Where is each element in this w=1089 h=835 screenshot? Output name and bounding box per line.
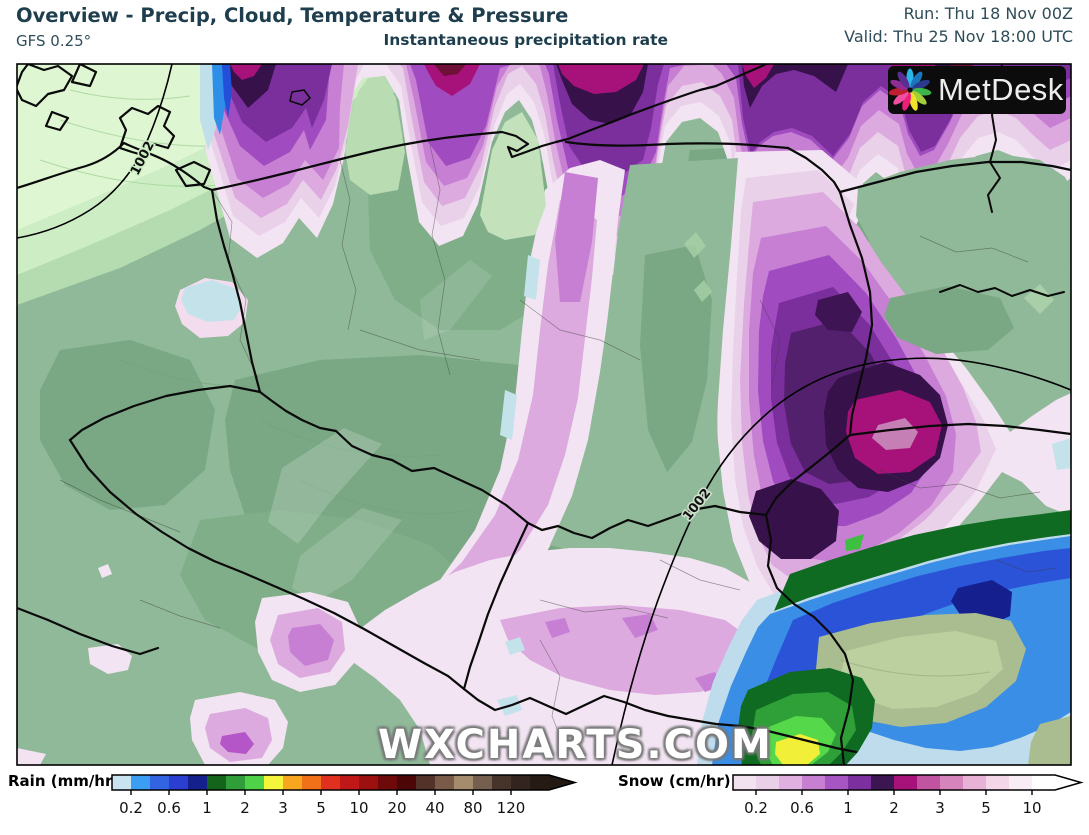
svg-text:3: 3 — [935, 799, 945, 817]
svg-text:0.2: 0.2 — [744, 799, 768, 817]
admin-boundaries-layer — [59, 144, 1057, 753]
svg-text:1: 1 — [202, 799, 212, 817]
svg-text:0.6: 0.6 — [790, 799, 814, 817]
run-time-label: Run: Thu 18 Nov 00Z — [903, 4, 1073, 23]
svg-text:2: 2 — [240, 799, 250, 817]
svg-text:2: 2 — [889, 799, 899, 817]
metdesk-pinwheel-icon — [888, 68, 932, 111]
svg-text:1: 1 — [843, 799, 853, 817]
legend-bars: 0.2 0.6 1 2 3 5 10 20 40 80 120 0.2 0.6 1 2 3 5 10 — [111, 774, 1084, 817]
svg-text:5: 5 — [981, 799, 991, 817]
metdesk-logo-text: MetDesk — [938, 72, 1064, 107]
valid-time-label: Valid: Thu 25 Nov 18:00 UTC — [844, 27, 1073, 46]
precip-rain-layer — [697, 510, 1071, 765]
svg-text:10: 10 — [349, 799, 368, 817]
precip-snow-south-layer — [17, 278, 1071, 765]
svg-text:20: 20 — [387, 799, 406, 817]
svg-text:40: 40 — [425, 799, 444, 817]
rain-colorbar: 0.2 0.6 1 2 3 5 10 20 40 80 120 — [111, 774, 578, 817]
svg-text:5: 5 — [316, 799, 326, 817]
svg-text:3: 3 — [278, 799, 288, 817]
svg-text:80: 80 — [463, 799, 482, 817]
snow-colorbar: 0.2 0.6 1 2 3 5 10 — [732, 774, 1084, 817]
svg-text:120: 120 — [497, 799, 526, 817]
metdesk-logo: MetDesk — [888, 66, 1066, 114]
map-frame — [16, 63, 1072, 766]
page-title: Overview - Precip, Cloud, Temperature & … — [16, 4, 569, 27]
model-label: GFS 0.25° — [16, 32, 92, 50]
svg-text:0.6: 0.6 — [157, 799, 181, 817]
parameter-label: Instantaneous precipitation rate — [383, 31, 668, 49]
watermark: WXCHARTS.COM — [378, 722, 773, 768]
svg-text:0.2: 0.2 — [119, 799, 143, 817]
svg-text:10: 10 — [1022, 799, 1041, 817]
rain-legend-label: Rain (mm/hr) — [8, 772, 120, 790]
snow-legend-label: Snow (cm/hr) — [618, 772, 731, 790]
